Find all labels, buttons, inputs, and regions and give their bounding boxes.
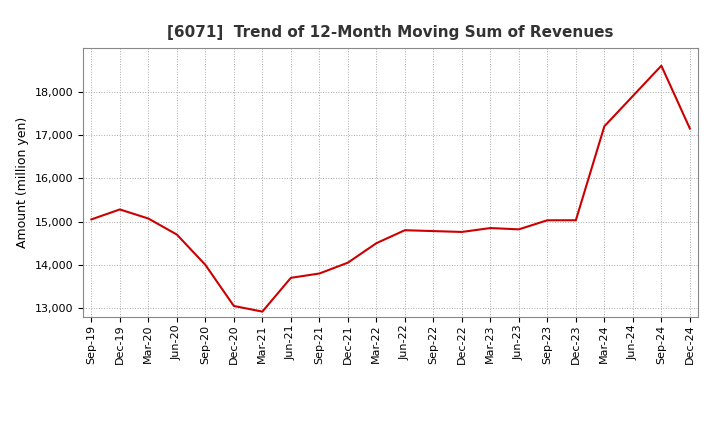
Title: [6071]  Trend of 12-Month Moving Sum of Revenues: [6071] Trend of 12-Month Moving Sum of R… [167, 25, 614, 40]
Y-axis label: Amount (million yen): Amount (million yen) [16, 117, 29, 248]
